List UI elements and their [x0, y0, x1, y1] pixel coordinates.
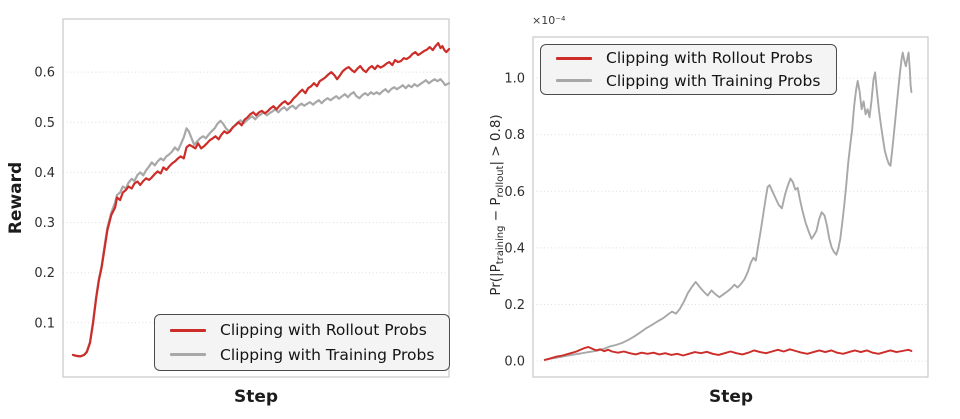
reward-axis-label: Reward	[6, 161, 26, 235]
ylabel-text: | > 0.8)	[488, 114, 504, 166]
y-tick-label: 0.3	[34, 216, 55, 231]
y-tick-label: 0.2	[504, 298, 525, 313]
y-tick-label: 0.1	[34, 316, 55, 331]
legend-label-training: Clipping with Training Probs	[606, 71, 821, 90]
right-legend: Clipping with Rollout Probs Clipping wit…	[540, 44, 837, 95]
y-tick-label: 0.6	[504, 185, 525, 200]
rollout-series-line	[543, 346, 913, 361]
right-step-axis-label: Step	[708, 387, 754, 407]
legend-label-rollout: Clipping with Rollout Probs	[220, 321, 427, 340]
y-tick-label: 1.0	[504, 72, 525, 87]
legend-item-rollout: Clipping with Rollout Probs	[155, 321, 449, 339]
rollout-line-swatch	[556, 56, 592, 60]
y-tick-label: 0.4	[34, 166, 55, 181]
rollout-line-swatch	[170, 328, 206, 332]
ylabel-subscript: rollout	[495, 165, 506, 198]
y-tick-label: 0.0	[504, 355, 525, 370]
axes-box	[62, 18, 450, 378]
y-tick-label: 0.8	[504, 128, 525, 143]
y-tick-label: 0.6	[34, 66, 55, 81]
reward-chart: 0.1 0.2 0.3 0.4 0.5 0.6	[34, 18, 451, 378]
y-tick-label: 0.5	[34, 116, 55, 131]
training-series-line	[543, 51, 913, 361]
ylabel-text: − P	[488, 197, 504, 226]
probability-axis-label: Pr(|Ptraining − Prollout| > 0.8)	[488, 114, 506, 296]
legend-item-training: Clipping with Training Probs	[541, 72, 836, 90]
legend-item-training: Clipping with Training Probs	[155, 346, 449, 364]
training-line-swatch	[170, 353, 206, 357]
left-step-axis-label: Step	[233, 387, 279, 407]
y-tick-label: 0.4	[504, 241, 525, 256]
y-tick-label: 0.2	[34, 266, 55, 281]
ylabel-text: Pr(|P	[488, 264, 504, 296]
probability-chart: 0.0 0.2 0.4 0.6 0.8 1.0	[504, 36, 929, 378]
legend-label-training: Clipping with Training Probs	[220, 345, 435, 364]
legend-label-rollout: Clipping with Rollout Probs	[606, 49, 813, 68]
training-series-line	[71, 78, 451, 358]
ylabel-subscript: training	[495, 225, 506, 265]
y-axis-scale-multiplier: ×10⁻⁴	[532, 14, 566, 27]
left-legend: Clipping with Rollout Probs Clipping wit…	[154, 314, 450, 371]
rollout-series-line	[71, 41, 451, 358]
training-line-swatch	[556, 79, 592, 83]
legend-item-rollout: Clipping with Rollout Probs	[541, 49, 836, 67]
axes-box	[532, 36, 929, 378]
